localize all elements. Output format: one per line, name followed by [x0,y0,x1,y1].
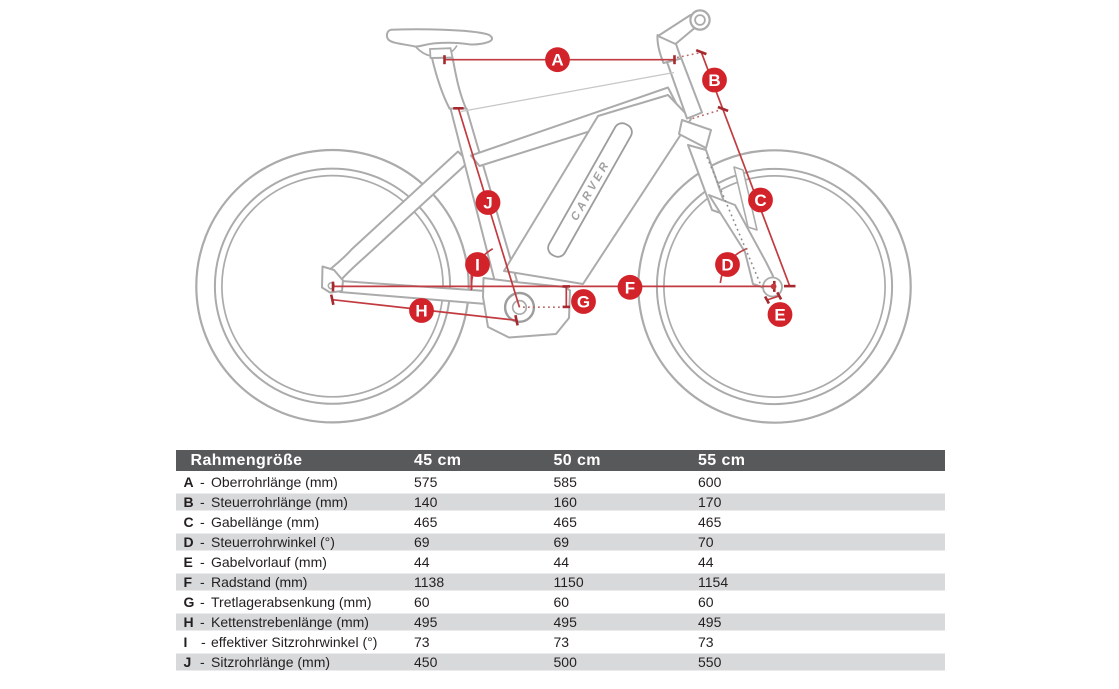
svg-text:C: C [754,191,766,210]
svg-text:D: D [721,256,733,275]
svg-text:I: I [475,256,480,275]
svg-text:F: F [625,278,635,297]
svg-text:B: B [708,71,720,90]
svg-text:J: J [483,194,492,213]
svg-text:A: A [551,51,563,70]
svg-text:G: G [577,293,590,312]
svg-text:E: E [774,306,785,325]
svg-text:H: H [415,302,427,321]
